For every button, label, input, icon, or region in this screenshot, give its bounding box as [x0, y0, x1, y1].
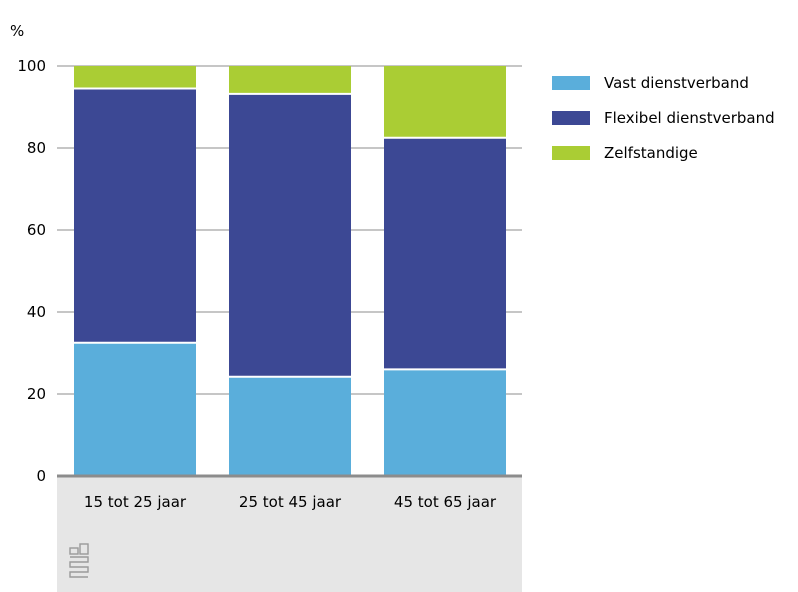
bar-segment [384, 137, 506, 370]
legend-swatch [552, 75, 590, 90]
x-tick-label: 45 tot 65 jaar [394, 493, 497, 511]
bar-segment [229, 66, 351, 94]
category-axis-band [57, 477, 522, 592]
y-axis-unit: % [10, 22, 24, 40]
y-tick-label: 20 [27, 385, 46, 403]
legend: Vast dienstverband Flexibel dienstverband… [552, 66, 775, 171]
x-tick-label: 25 tot 45 jaar [239, 493, 342, 511]
bar-segment [384, 369, 506, 476]
y-axis-ticks: 0 20 40 60 80 100 [17, 57, 46, 485]
y-tick-label: 60 [27, 221, 46, 239]
legend-item: Zelfstandige [552, 136, 775, 169]
bar-segment [229, 93, 351, 377]
cbs-logo-icon [69, 543, 89, 578]
legend-label: Zelfstandige [604, 143, 698, 162]
y-tick-label: 100 [17, 57, 46, 75]
x-tick-label: 15 tot 25 jaar [84, 493, 187, 511]
legend-swatch [552, 110, 590, 125]
y-tick-label: 80 [27, 139, 46, 157]
y-tick-label: 0 [36, 467, 46, 485]
bar-segment [74, 342, 196, 476]
legend-label: Vast dienstverband [604, 73, 749, 92]
legend-label: Flexibel dienstverband [604, 108, 775, 127]
bar-segment [384, 66, 506, 138]
bar-segment [229, 376, 351, 476]
legend-swatch [552, 145, 590, 160]
bar-segment [74, 66, 196, 89]
legend-item: Vast dienstverband [552, 66, 775, 99]
legend-item: Flexibel dienstverband [552, 101, 775, 134]
x-axis-labels: 15 tot 25 jaar 25 tot 45 jaar 45 tot 65 ja… [84, 493, 497, 511]
y-tick-label: 40 [27, 303, 46, 321]
bar-segment [74, 88, 196, 343]
bars [74, 66, 506, 476]
